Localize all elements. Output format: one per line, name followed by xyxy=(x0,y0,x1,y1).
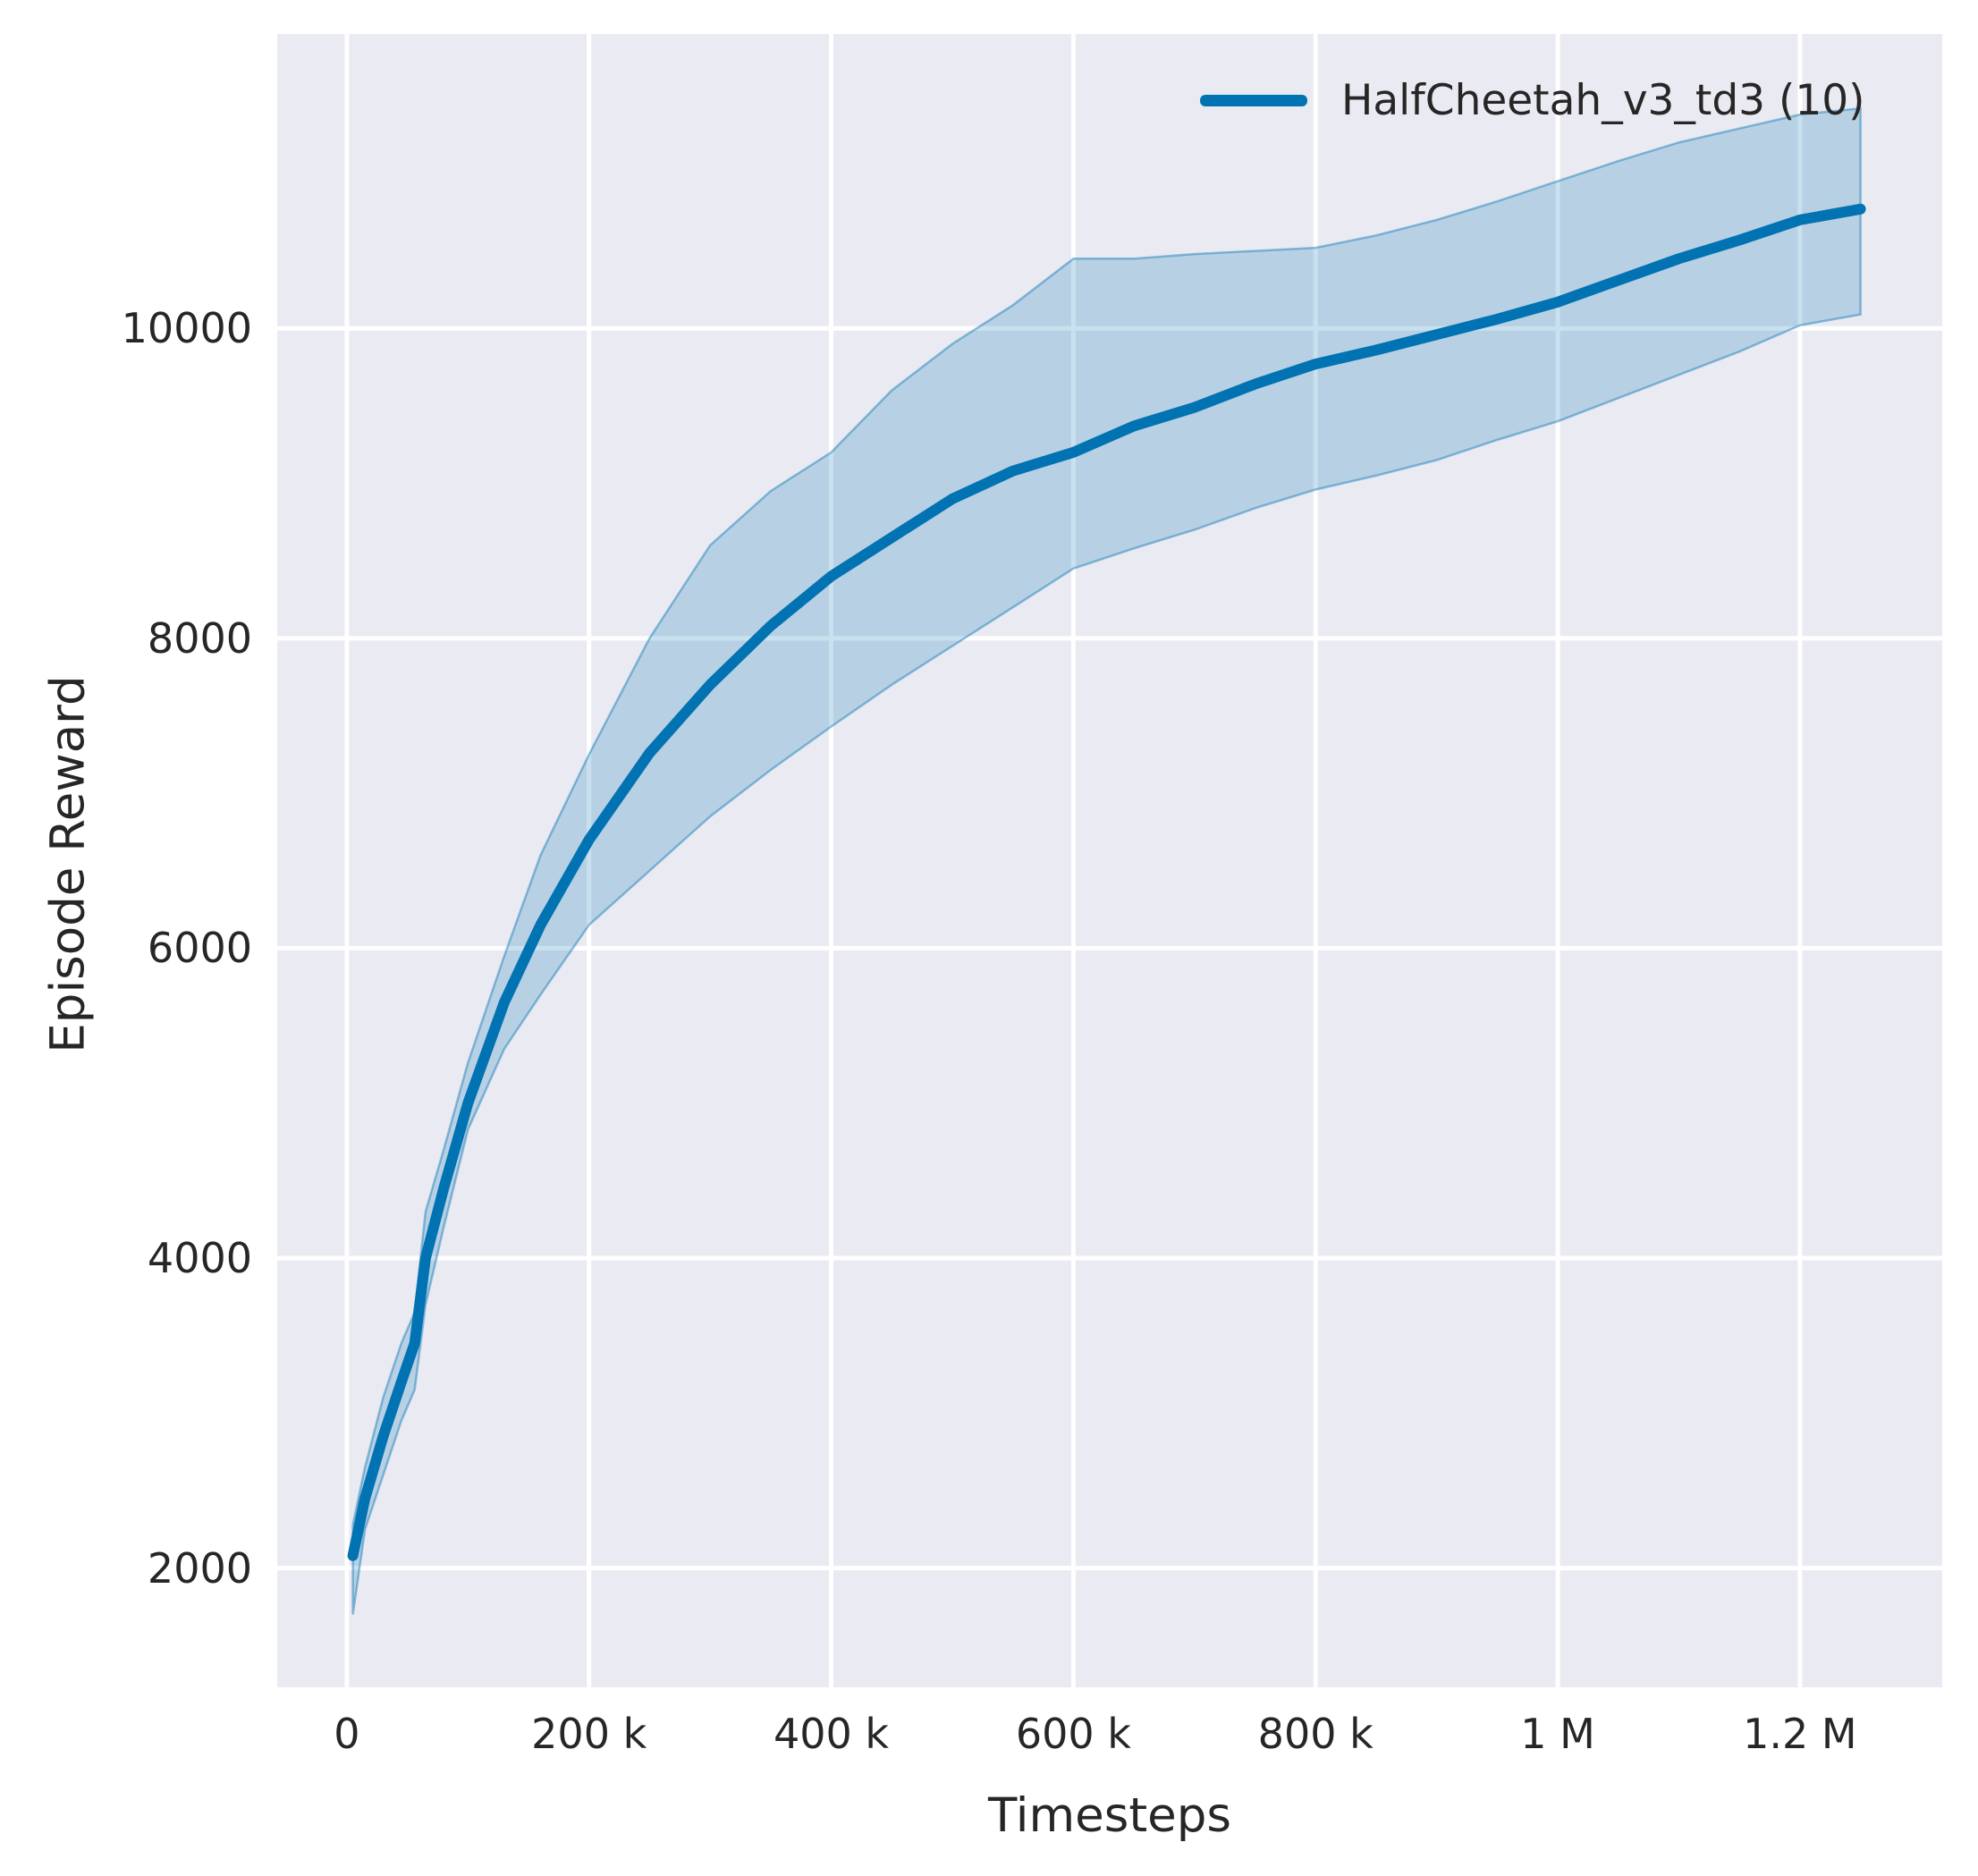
legend-line-swatch-icon xyxy=(1200,94,1307,106)
x-tick-label: 1 M xyxy=(1520,1710,1595,1758)
confidence-band xyxy=(351,106,1862,1615)
plot-area xyxy=(277,34,1942,1687)
x-tick-label: 800 k xyxy=(1257,1710,1374,1758)
y-tick-label: 8000 xyxy=(147,613,252,663)
x-tick-label: 600 k xyxy=(1015,1710,1131,1758)
x-tick-label: 1.2 M xyxy=(1743,1710,1857,1758)
x-axis-title: Timesteps xyxy=(988,1788,1231,1843)
x-tick-label: 200 k xyxy=(531,1710,647,1758)
x-tick-label: 400 k xyxy=(773,1710,890,1758)
y-tick-label: 10000 xyxy=(121,304,252,353)
x-tick-label: 0 xyxy=(334,1710,360,1758)
legend-label: HalfCheetah_v3_td3 (10) xyxy=(1341,75,1865,125)
y-tick-label: 6000 xyxy=(147,924,252,973)
chart-canvas xyxy=(277,34,1942,1687)
y-tick-label: 2000 xyxy=(147,1543,252,1593)
y-axis-title: Episode Reward xyxy=(40,675,96,1053)
legend: HalfCheetah_v3_td3 (10) xyxy=(1200,73,1865,127)
mean-reward-line xyxy=(347,203,1866,1561)
y-tick-label: 4000 xyxy=(147,1233,252,1282)
